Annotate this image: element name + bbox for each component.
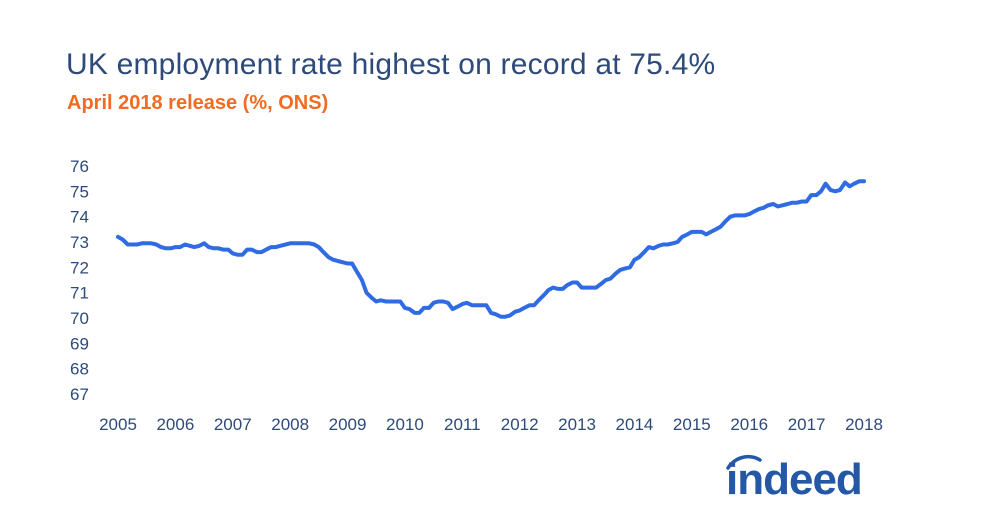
- series-line-0: [116, 179, 866, 319]
- x-tick-label: 2016: [730, 415, 768, 434]
- x-axis-ticks: 2005 2006 2007 2008 2009 2010 2011 2012 2013 2014…: [99, 415, 883, 434]
- x-tick-label: 2010: [386, 415, 424, 434]
- y-axis-ticks: 67 68 69 70 71 72 73 74 75 76: [70, 157, 89, 404]
- x-tick-label: 2005: [99, 415, 137, 434]
- series-lines: [116, 179, 866, 319]
- y-tick-label: 74: [70, 208, 89, 227]
- y-tick-label: 75: [70, 182, 89, 201]
- x-tick-label: 2017: [788, 415, 826, 434]
- x-tick-label: 2006: [156, 415, 194, 434]
- chart-subtitle: April 2018 release (%, ONS): [67, 92, 329, 114]
- x-tick-label: 2018: [845, 415, 883, 434]
- x-tick-label: 2009: [329, 415, 367, 434]
- y-tick-label: 70: [70, 309, 89, 328]
- y-tick-label: 67: [70, 385, 89, 404]
- y-tick-label: 69: [70, 334, 89, 353]
- chart-title: UK employment rate highest on record at …: [66, 48, 716, 81]
- y-tick-label: 68: [70, 360, 89, 379]
- x-tick-label: 2012: [501, 415, 539, 434]
- y-tick-label: 73: [70, 233, 89, 252]
- x-tick-label: 2011: [444, 415, 481, 434]
- x-tick-label: 2014: [616, 415, 654, 434]
- y-tick-label: 76: [70, 157, 89, 176]
- x-tick-label: 2008: [271, 415, 309, 434]
- y-tick-label: 72: [70, 258, 89, 277]
- indeed-logo-arc-icon: [726, 454, 762, 470]
- x-tick-label: 2015: [673, 415, 711, 434]
- y-tick-label: 71: [70, 284, 89, 303]
- x-tick-label: 2013: [558, 415, 596, 434]
- indeed-logo: indeed: [726, 455, 863, 504]
- x-tick-label: 2007: [214, 415, 252, 434]
